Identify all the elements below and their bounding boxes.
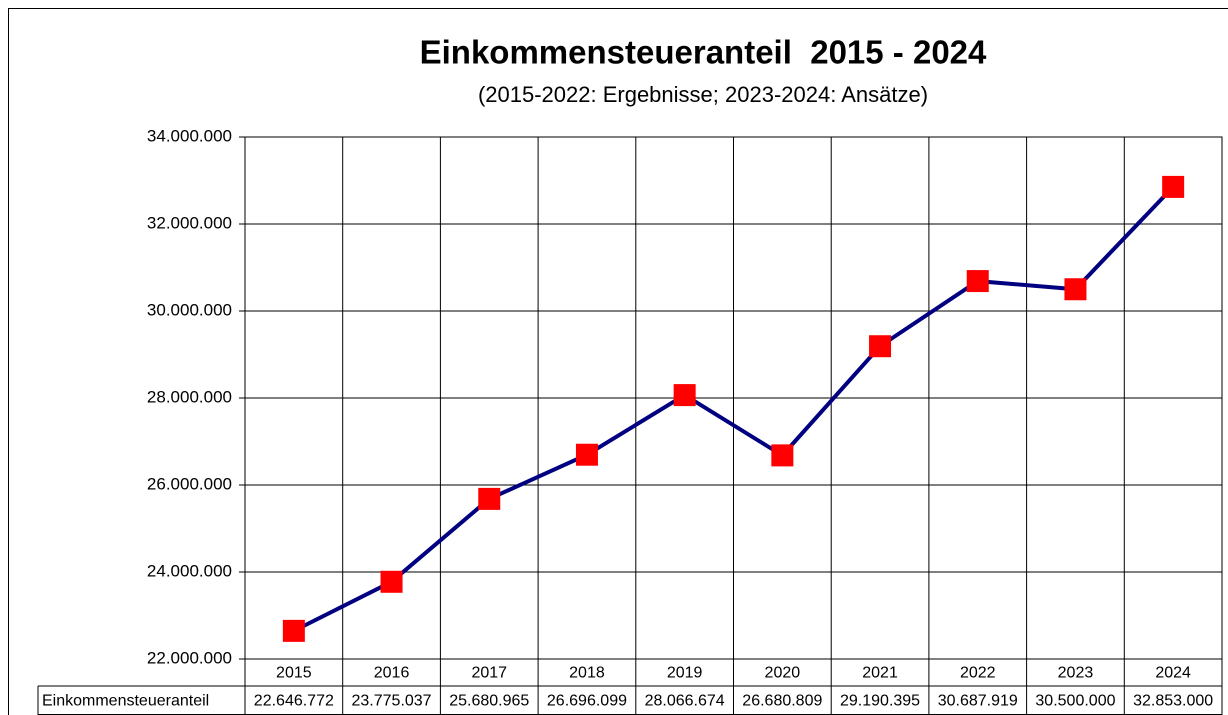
table-series-name: Einkommensteueranteil	[42, 693, 209, 710]
table-value: 26.696.099	[547, 693, 627, 710]
marker	[673, 384, 696, 407]
x-tick-label: 2024	[1155, 665, 1191, 682]
x-tick-label: 2022	[960, 665, 996, 682]
chart-title: Einkommensteueranteil 2015 - 2024	[420, 34, 987, 71]
y-tick-label: 22.000.000	[147, 648, 232, 667]
marker	[1162, 175, 1185, 198]
table-value: 30.500.000	[1035, 693, 1115, 710]
series-line	[292, 185, 1175, 633]
plot-border	[244, 136, 1223, 660]
chart-subtitle: (2015-2022: Ergebnisse; 2023-2024: Ansät…	[478, 82, 928, 107]
table-value: 28.066.674	[645, 693, 725, 710]
marker	[771, 444, 794, 467]
y-tick-label: 32.000.000	[147, 213, 232, 232]
marker	[575, 443, 598, 466]
marker	[966, 270, 989, 293]
y-tick-label: 28.000.000	[147, 387, 232, 406]
table-value: 25.680.965	[449, 693, 529, 710]
x-tick-label: 2015	[276, 665, 312, 682]
y-tick-label: 24.000.000	[147, 561, 232, 580]
marker	[1064, 278, 1087, 301]
table-value: 22.646.772	[254, 693, 334, 710]
x-tick-label: 2019	[667, 665, 703, 682]
table-value: 32.853.000	[1133, 693, 1213, 710]
x-tick-label: 2021	[862, 665, 898, 682]
chart-frame	[8, 8, 1228, 715]
marker	[282, 619, 305, 642]
y-tick-label: 34.000.000	[147, 126, 232, 145]
table-value: 30.687.919	[938, 693, 1018, 710]
marker	[478, 487, 501, 510]
table-value: 26.680.809	[742, 693, 822, 710]
x-tick-label: 2023	[1058, 665, 1094, 682]
y-tick-label: 30.000.000	[147, 300, 232, 319]
table-value: 23.775.037	[352, 693, 432, 710]
x-tick-label: 2017	[471, 665, 507, 682]
x-tick-label: 2020	[765, 665, 801, 682]
marker	[869, 335, 892, 358]
marker	[380, 570, 403, 593]
y-tick-label: 26.000.000	[147, 474, 232, 493]
table-value: 29.190.395	[840, 693, 920, 710]
x-tick-label: 2016	[374, 665, 410, 682]
x-tick-label: 2018	[569, 665, 605, 682]
